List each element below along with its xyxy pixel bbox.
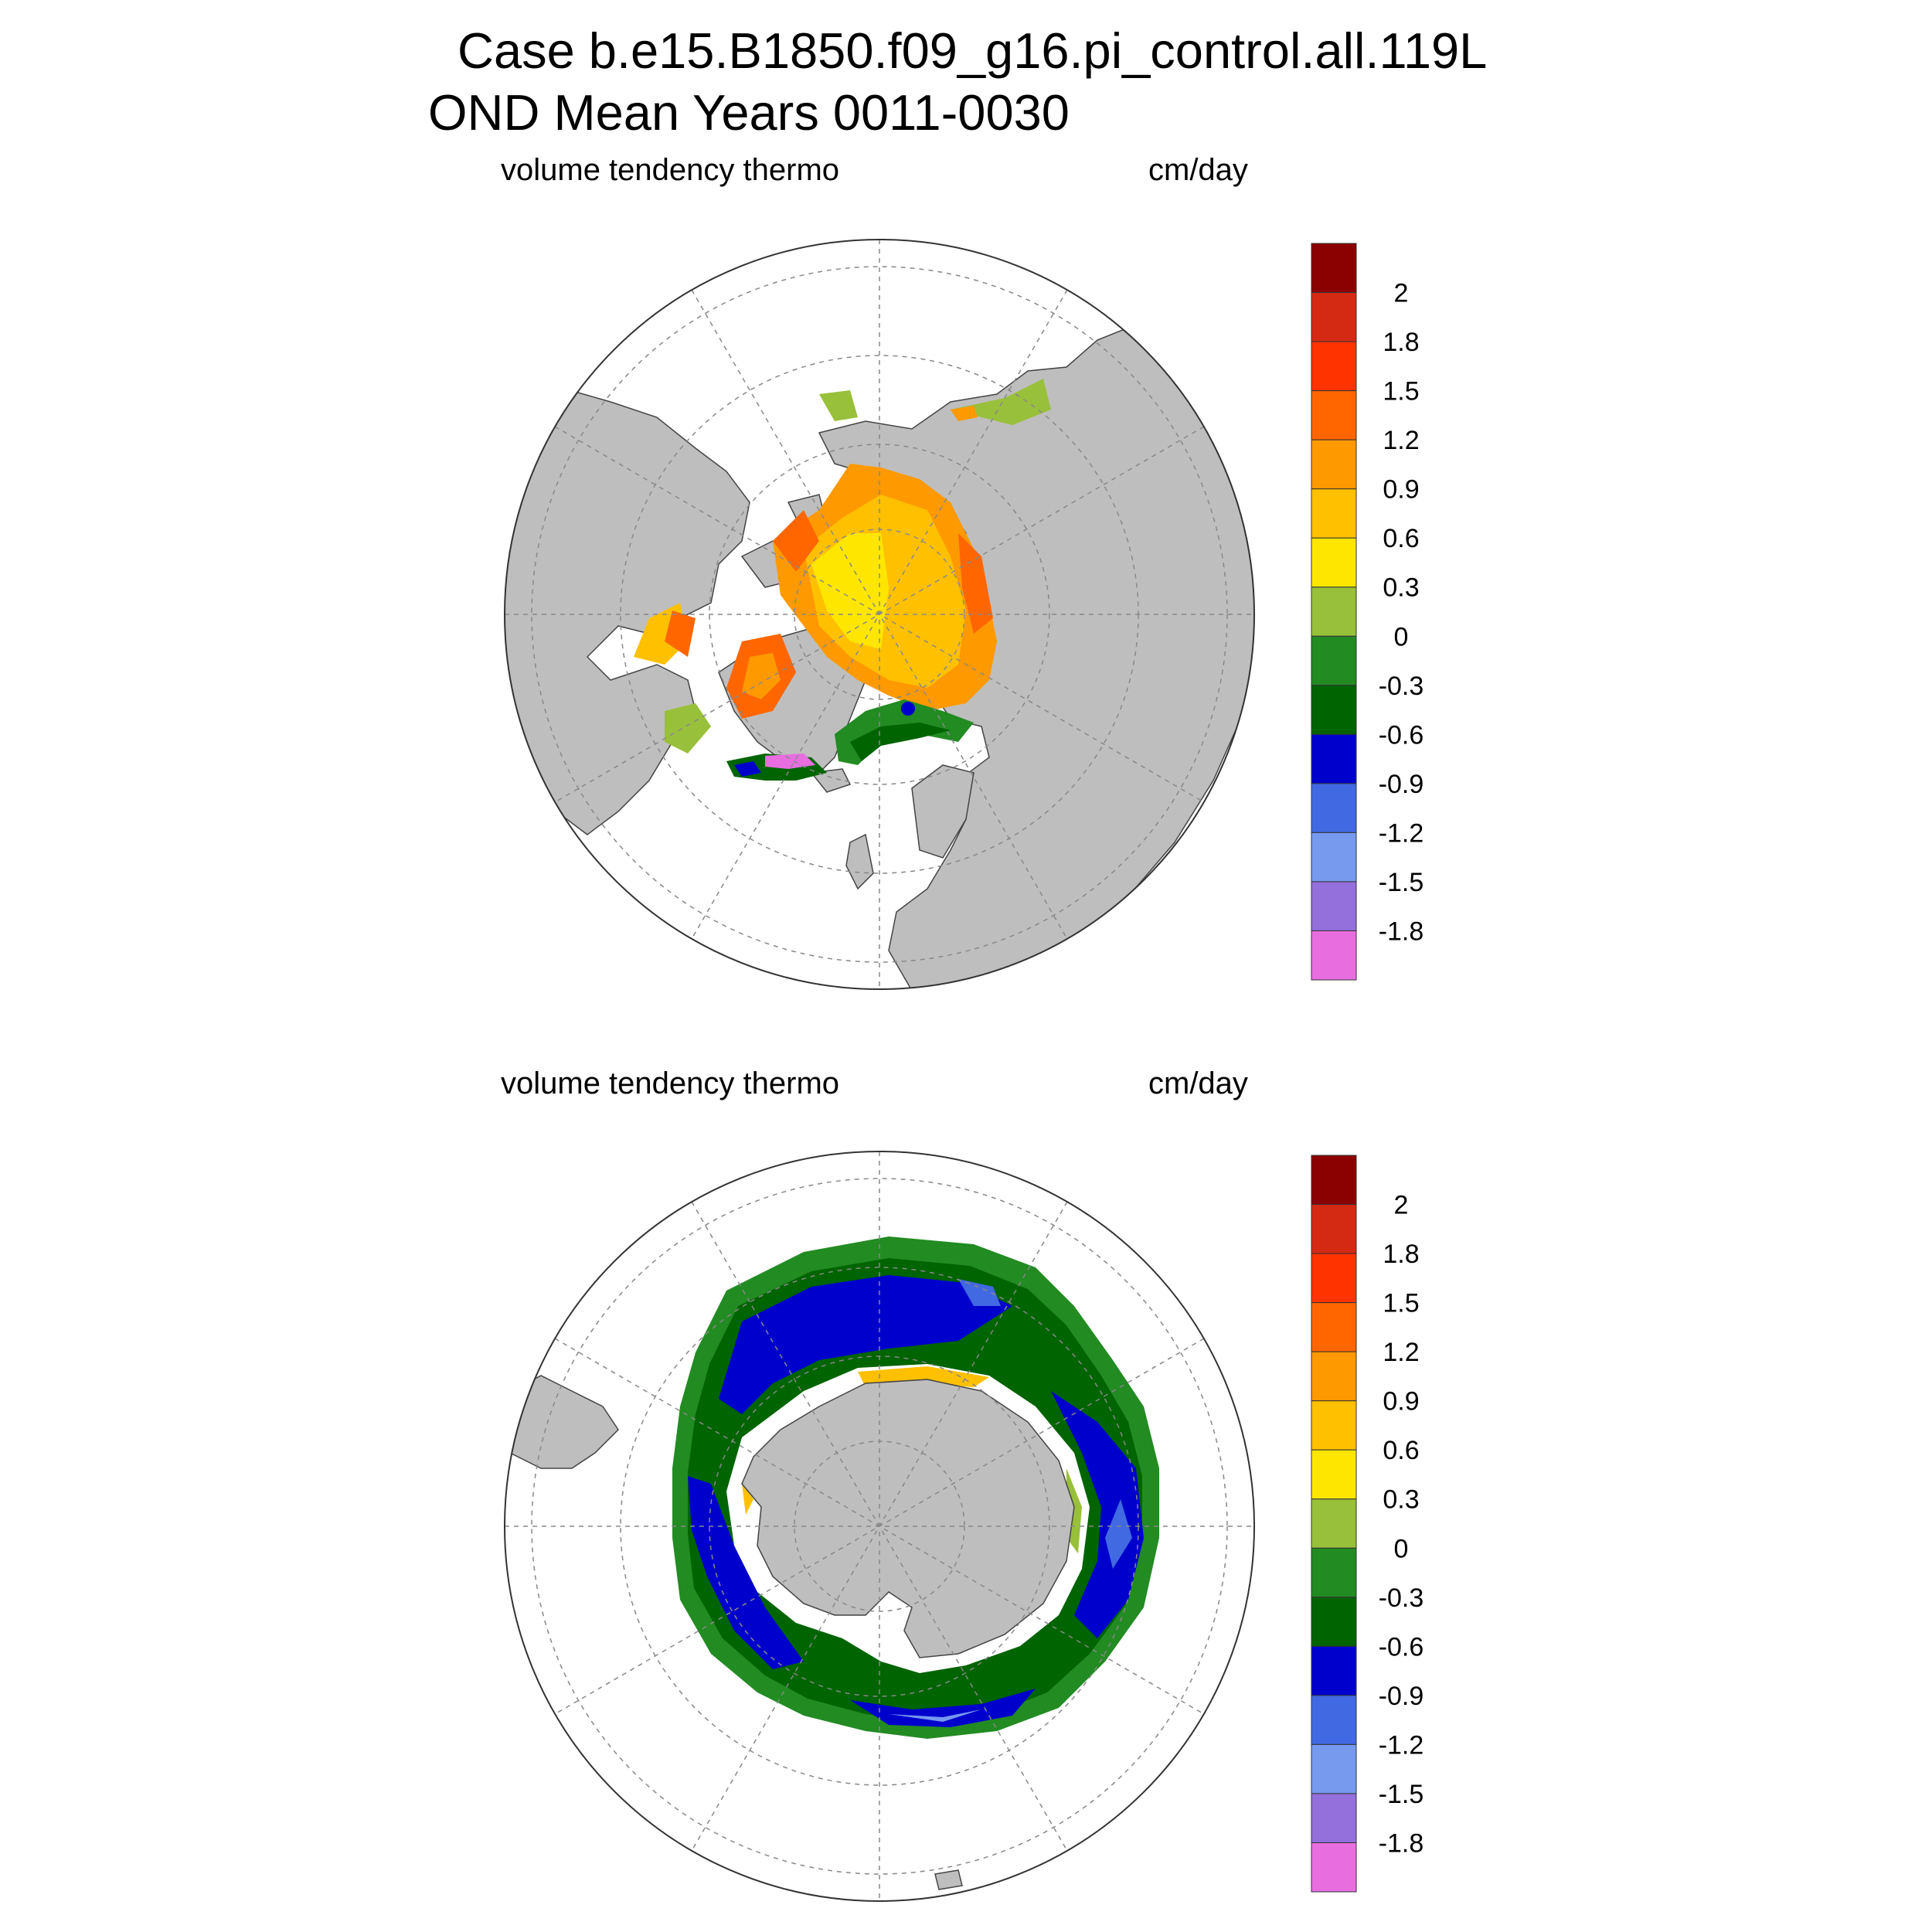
- north-colorbar-swatch: [1311, 243, 1357, 294]
- south-colorbar-swatch: [1311, 1793, 1357, 1843]
- north-panel-units-label: cm/day: [1148, 153, 1248, 187]
- figure-subtitle: OND Mean Years 0011-0030: [428, 84, 1070, 141]
- north-colorbar-swatch: [1311, 292, 1357, 342]
- north-colorbar-swatch: [1311, 685, 1357, 735]
- north-colorbar-tick-label: -0.3: [1379, 672, 1424, 701]
- north-colorbar-tick-label: -1.5: [1379, 868, 1424, 897]
- north-colorbar-swatch: [1311, 783, 1357, 833]
- north-graticule: [505, 240, 1254, 989]
- south-colorbar-tick-label: -0.6: [1379, 1632, 1424, 1662]
- north-colorbar-swatch: [1311, 881, 1357, 931]
- south-colorbar-tick-label: 0.6: [1383, 1436, 1419, 1465]
- south-colorbar-swatch: [1311, 1695, 1357, 1745]
- south-colorbar-swatch: [1311, 1645, 1357, 1696]
- south-colorbar-swatch: [1311, 1204, 1357, 1254]
- south-colorbar-tick-label: -0.3: [1379, 1583, 1424, 1613]
- north-colorbar-swatch: [1311, 390, 1357, 440]
- antarctica-land: [741, 1379, 1075, 1658]
- north-colorbar-tick-label: -0.9: [1379, 770, 1424, 799]
- south-colorbar-tick-label: -1.8: [1379, 1828, 1424, 1858]
- north-polar-map: [504, 239, 1255, 990]
- north-colorbar-tick-label: -0.6: [1379, 720, 1424, 750]
- north-colorbar-swatch: [1311, 832, 1357, 883]
- south-colorbar-swatch: [1311, 1302, 1357, 1352]
- north-colorbar-swatch: [1311, 587, 1357, 637]
- north-colorbar-tick-label: 1.8: [1383, 328, 1419, 357]
- north-colorbar-tick-label: 0.3: [1383, 573, 1419, 603]
- south-colorbar-tick-label: 1.2: [1383, 1338, 1419, 1367]
- south-colorbar-swatch: [1311, 1449, 1357, 1500]
- north-colorbar-tick-label: -1.2: [1379, 818, 1424, 848]
- island-land: [934, 1869, 963, 1890]
- north-colorbar-swatch: [1311, 930, 1357, 981]
- north-colorbar-tick-label: 0: [1394, 622, 1409, 651]
- north-colorbar-swatch: [1311, 341, 1357, 392]
- north-colorbar-swatch: [1311, 635, 1357, 686]
- south-colorbar-tick-label: 1.5: [1383, 1289, 1419, 1318]
- north-colorbar-swatch: [1311, 488, 1357, 539]
- south-colorbar-tick-label: 1.8: [1383, 1240, 1419, 1269]
- south-colorbar-tick-label: 0: [1394, 1534, 1409, 1563]
- south-polar-map: [504, 1151, 1255, 1902]
- south-colorbar-tick-label: 0.3: [1383, 1485, 1419, 1515]
- south-america-land: [505, 1375, 619, 1469]
- north-colorbar: 2 1.8 1.5 1.2 0.9 0.6 0.3 0 -0.3 -0.6 -0.9 -1.2 -1.5…: [1311, 243, 1424, 981]
- south-colorbar-swatch: [1311, 1597, 1357, 1647]
- south-colorbar-swatch: [1311, 1351, 1357, 1402]
- south-colorbar-swatch: [1311, 1400, 1357, 1451]
- north-panel-variable-label: volume tendency thermo: [501, 153, 840, 187]
- north-colorbar-swatch: [1311, 439, 1357, 490]
- south-colorbar-tick-label: -1.2: [1379, 1730, 1424, 1760]
- north-map-border: [504, 239, 1255, 990]
- north-colorbar-tick-label: 0.9: [1383, 475, 1419, 505]
- south-panel-units-label: cm/day: [1148, 1066, 1248, 1100]
- south-colorbar-tick-label: -0.9: [1379, 1682, 1424, 1711]
- south-colorbar-tick-label: -1.5: [1379, 1780, 1424, 1809]
- south-graticule: [505, 1151, 1254, 1901]
- south-panel-variable-label: volume tendency thermo: [501, 1066, 840, 1100]
- south-colorbar-swatch: [1311, 1155, 1357, 1206]
- south-map-border: [504, 1151, 1255, 1902]
- south-colorbar-swatch: [1311, 1253, 1357, 1304]
- south-colorbar: 2 1.8 1.5 1.2 0.9 0.6 0.3 0 -0.3 -0.6 -0.9 -1.2 -1.5…: [1311, 1155, 1424, 1893]
- south-colorbar-swatch: [1311, 1743, 1357, 1794]
- south-colorbar-tick-label: 2: [1394, 1191, 1409, 1220]
- north-colorbar-tick-label: 1.2: [1383, 426, 1419, 455]
- north-colorbar-tick-label: -1.8: [1379, 917, 1424, 946]
- north-colorbar-tick-label: 2: [1394, 279, 1409, 308]
- south-colorbar-swatch: [1311, 1498, 1357, 1549]
- north-colorbar-swatch: [1311, 537, 1357, 588]
- north-colorbar-swatch: [1311, 733, 1357, 784]
- south-colorbar-tick-label: 0.9: [1383, 1387, 1419, 1417]
- north-colorbar-tick-label: 1.5: [1383, 377, 1419, 406]
- south-colorbar-swatch: [1311, 1842, 1357, 1893]
- figure-title: Case b.e15.B1850.f09_g16.pi_control.all.…: [457, 22, 1488, 79]
- north-sea-ice-field: [634, 379, 1051, 781]
- south-colorbar-swatch: [1311, 1547, 1357, 1598]
- north-colorbar-tick-label: 0.6: [1383, 524, 1419, 553]
